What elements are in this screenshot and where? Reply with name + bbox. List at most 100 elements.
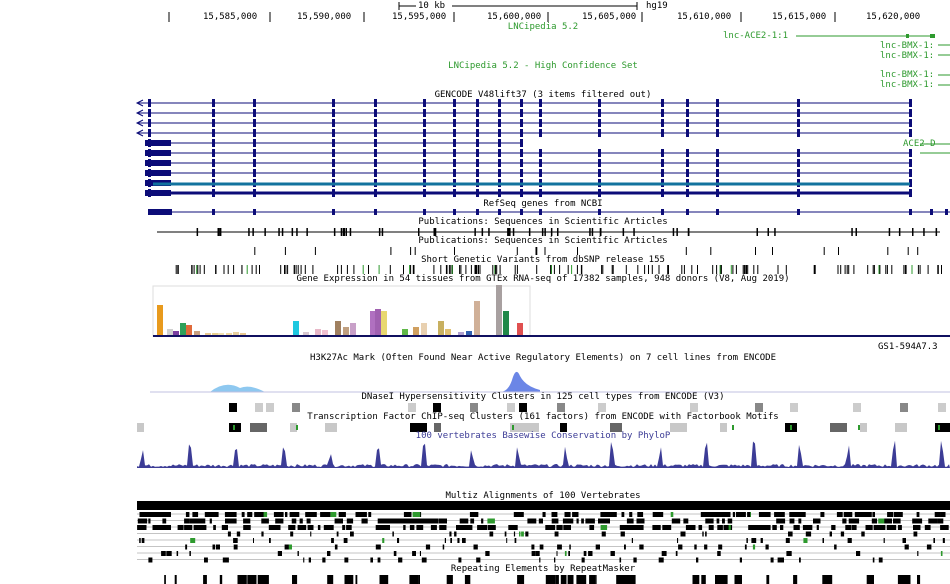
repeat-element <box>701 575 706 584</box>
lncipedia-item-label[interactable]: lnc-BMX-1: <box>880 51 935 61</box>
multiz-alignment-block <box>843 512 853 517</box>
dbsnp-track-title[interactable]: Short Genetic Variants from dbSNP releas… <box>421 255 665 265</box>
publication-mark <box>536 247 538 255</box>
tfbs-cluster <box>720 423 727 432</box>
transcript-exon <box>716 99 719 107</box>
multiz-alignment-block <box>542 512 546 517</box>
phylop-track-title[interactable]: 100 vertebrates Basewise Conservation by… <box>415 431 671 441</box>
publication-mark <box>509 228 511 236</box>
snp-mark <box>479 265 481 274</box>
ruler-tick-label: 15,615,000 <box>772 12 827 22</box>
multiz-alignment-block <box>878 557 881 563</box>
multiz-alignment-block <box>403 525 406 530</box>
tfbs-motif <box>233 425 235 430</box>
refseq-exon <box>476 209 479 215</box>
multiz-alignment-block <box>202 525 205 530</box>
refseq-track-title[interactable]: RefSeq genes from NCBI <box>483 199 603 209</box>
lncipedia-item-label[interactable]: lnc-BMX-1: <box>880 41 935 51</box>
transcript-exon <box>332 109 335 117</box>
transcript-exon <box>909 129 912 137</box>
transcript-exon <box>520 139 523 147</box>
publication-mark <box>907 247 909 255</box>
snp-mark <box>459 265 461 274</box>
scale-bar-label: 10 kb <box>418 1 446 11</box>
multiz-alignment-block <box>164 525 171 530</box>
multiz-alignment-block <box>872 512 875 517</box>
publications-track-title[interactable]: Publications: Sequences in Scientific Ar… <box>418 217 668 227</box>
multiz-alignment-block <box>595 544 600 550</box>
multiz-alignment-block <box>506 538 508 543</box>
transcript-exon <box>476 169 479 177</box>
multiz-alignment-block <box>346 525 352 530</box>
gtex-bar <box>343 327 349 335</box>
gencode-item-label[interactable]: ACE2-D <box>903 139 936 149</box>
multiz-alignment-block <box>454 531 457 537</box>
transcript-exon <box>476 159 479 167</box>
lncipedia-track-title[interactable]: LNCipedia 5.2 <box>507 22 579 32</box>
multiz-alignment-block <box>477 525 483 530</box>
lncipedia-item-label[interactable]: lnc-ACE2-1:1 <box>723 31 789 41</box>
publication-mark <box>488 228 490 236</box>
snp-mark <box>785 265 787 274</box>
phylop-signal <box>137 440 950 468</box>
multiz-alignment-block <box>190 538 196 543</box>
gtex-track-title[interactable]: Gene Expression in 54 tissues from GTEx … <box>296 274 790 284</box>
transcript-exon <box>374 109 377 117</box>
multiz-alignment-block <box>409 525 415 530</box>
multiz-track-title[interactable]: Multiz Alignments of 100 Vertebrates <box>445 491 641 501</box>
multiz-alignment-block <box>871 518 878 524</box>
repeatmasker-track-title[interactable]: Repeating Elements by RepeatMasker <box>450 564 636 574</box>
multiz-alignment-block <box>317 525 321 530</box>
multiz-alignment-block <box>718 544 723 550</box>
multiz-alignment-block <box>519 531 521 537</box>
multiz-alignment-block <box>170 551 172 556</box>
transcript-exon <box>797 109 800 117</box>
h3k27ac-track-title[interactable]: H3K27Ac Mark (Often Found Near Active Re… <box>310 353 776 363</box>
multiz-alignment-block <box>361 518 368 524</box>
gtex-bar <box>466 331 472 335</box>
snp-mark <box>668 265 669 274</box>
transcript-exon <box>453 129 456 137</box>
ruler-tick-label: 15,585,000 <box>203 12 258 22</box>
transcript-exon <box>332 169 335 177</box>
multiz-alignment-block <box>161 525 166 530</box>
multiz-alignment-block <box>572 512 578 517</box>
multiz-alignment-block <box>758 525 768 530</box>
snp-mark <box>873 265 875 274</box>
multiz-alignment-block <box>535 551 540 556</box>
snp-mark <box>757 265 759 274</box>
gtex-bar <box>421 323 427 335</box>
gtex-bar <box>205 333 211 335</box>
multiz-alignment-block <box>917 551 919 556</box>
repeat-element <box>418 575 420 584</box>
multiz-alignment-block <box>758 512 767 517</box>
publications-track-title[interactable]: Publications: Sequences in Scientific Ar… <box>418 236 668 246</box>
dnase-track-title[interactable]: DNaseI Hypersensitivity Clusters in 125 … <box>361 392 725 402</box>
lncipedia-item-label[interactable]: lnc-BMX-1: <box>880 70 935 80</box>
gencode-track-title[interactable]: GENCODE V48lift37 (3 items filtered out) <box>434 90 652 100</box>
gtex-item-label[interactable]: GS1-594A7.3 <box>878 342 938 352</box>
refseq-exon <box>598 209 601 215</box>
multiz-alignment-block <box>813 518 821 524</box>
transcript-exon <box>423 159 426 167</box>
multiz-alignment-block <box>796 512 806 517</box>
multiz-alignment-block <box>161 512 171 517</box>
publication-mark <box>306 228 308 236</box>
multiz-alignment-block <box>809 531 812 537</box>
multiz-alignment-block <box>532 518 537 524</box>
tfbs-track-title[interactable]: Transcription Factor ChIP-seq Clusters (… <box>307 412 779 422</box>
lncipedia-hc-track-title[interactable]: LNCipedia 5.2 - High Confidence Set <box>448 61 638 71</box>
multiz-alignment-block <box>382 538 385 543</box>
refseq-exon <box>148 209 151 215</box>
transcript-exon <box>520 109 523 117</box>
lncipedia-item-label[interactable]: lnc-BMX-1: <box>880 80 935 90</box>
gtex-bar <box>458 332 464 335</box>
publication-mark <box>622 228 625 236</box>
multiz-alignment-block <box>581 557 585 563</box>
multiz-alignment-block <box>336 531 339 537</box>
multiz-alignment-block <box>893 518 901 524</box>
multiz-alignment-block <box>547 525 556 530</box>
transcript-exon <box>148 99 151 107</box>
